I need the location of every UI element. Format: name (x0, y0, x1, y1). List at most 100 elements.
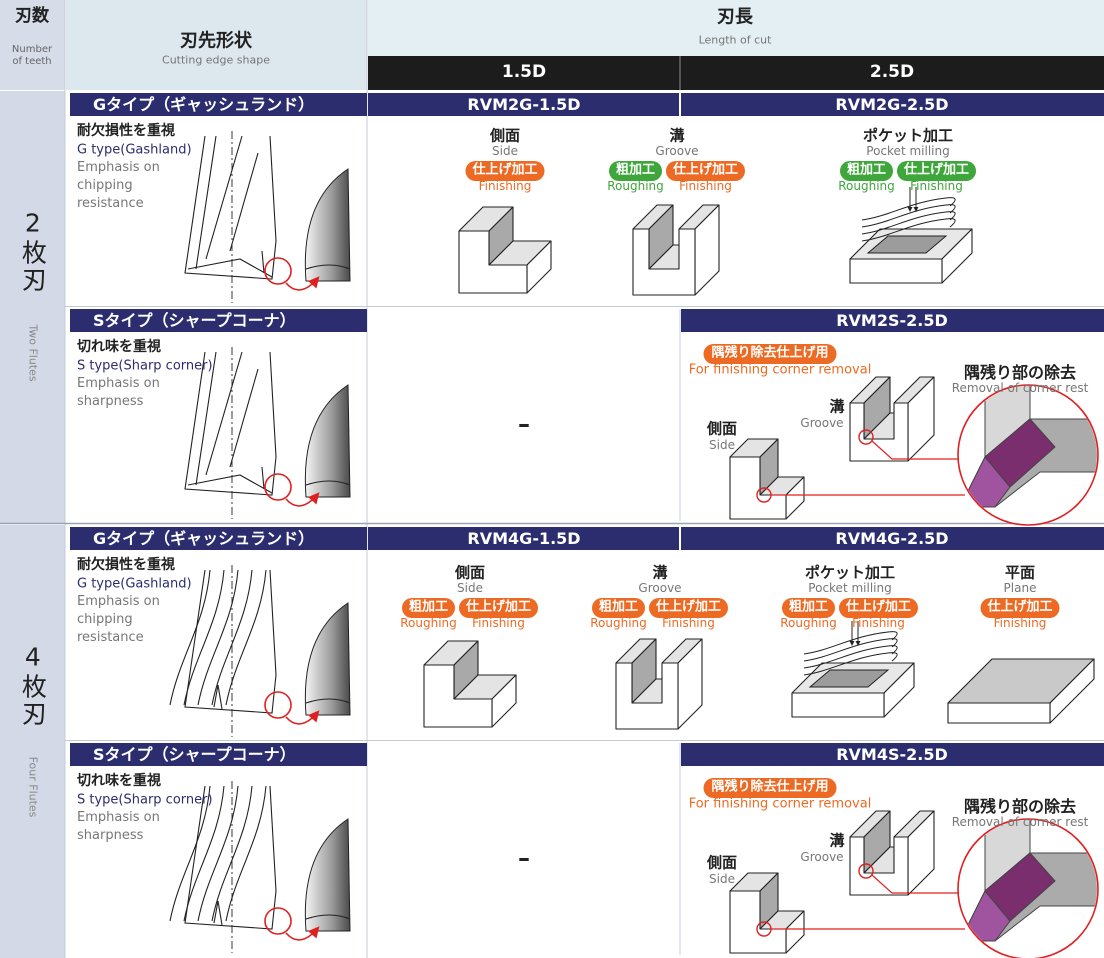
model-bar (681, 527, 1104, 550)
operation-subtitle: Pocket milling (808, 581, 892, 596)
model-name: RVM4S-2.5D (836, 744, 948, 764)
type-label: Gタイプ（ギャッシュランド） (93, 528, 315, 548)
badge-label: Roughing (607, 179, 664, 194)
flute (261, 466, 265, 490)
flute (169, 785, 211, 922)
header-cell (66, 0, 367, 90)
detail-arrow (285, 276, 320, 291)
badge (459, 598, 538, 618)
operation-title: 溝 (669, 126, 685, 145)
operation-title: 側面 (489, 126, 521, 145)
operation-title: 溝 (829, 397, 845, 416)
operation-subtitle: Pocket milling (866, 144, 950, 159)
removal-title: 隅残り部の除去 (963, 362, 1077, 382)
flute (195, 135, 217, 270)
detail-arrow (285, 492, 320, 507)
badge-text: 粗加工 (788, 599, 829, 615)
type-label: Sタイプ（シャープコーナ） (93, 744, 296, 764)
length-header-bar (368, 56, 1104, 90)
endmill-outline (184, 785, 277, 930)
model-name: RVM2S-2.5D (836, 310, 948, 330)
workpiece (632, 204, 720, 296)
badge-label: Finishing (472, 616, 525, 631)
workpiece-face (615, 662, 679, 730)
badge (465, 161, 545, 181)
workpiece-face (632, 228, 696, 296)
type-bar (70, 309, 367, 332)
endmill-outline (184, 351, 277, 496)
tip-detail-line (305, 698, 351, 704)
flute (213, 900, 223, 926)
badge-text: 仕上げ加工 (845, 599, 912, 615)
flutes-cell (0, 91, 65, 523)
type-bar (70, 527, 367, 550)
flute (183, 569, 225, 706)
badge (649, 598, 728, 618)
tool-path (861, 204, 956, 228)
badge-label: Roughing (838, 179, 895, 194)
emphasis-en: Emphasis on sharpness (77, 376, 160, 409)
workpiece-face (849, 402, 909, 462)
badge (666, 161, 745, 181)
model-bar (681, 93, 1104, 116)
operation-title: 溝 (652, 563, 668, 582)
badge (402, 598, 455, 618)
badge (782, 598, 835, 618)
header-subtitle: Cutting edge shape (162, 53, 270, 67)
badge-label: For finishing corner removal (688, 362, 872, 378)
workpiece-face (791, 692, 885, 718)
model-bar (368, 527, 679, 550)
tool-path (861, 211, 956, 235)
detail-arrow (285, 926, 320, 941)
tool-path (803, 638, 898, 662)
tool-path (803, 631, 898, 655)
flute (225, 569, 267, 706)
workpiece (849, 810, 935, 896)
badge-text: 粗加工 (846, 162, 887, 178)
header-title: 刃先形状 (180, 30, 252, 52)
detail-arrow (285, 710, 320, 725)
model-name: RVM2G-1.5D (467, 94, 581, 114)
model-bar (368, 93, 679, 116)
pocket (808, 669, 890, 688)
model-bar (681, 309, 1104, 332)
operation-subtitle: Groove (638, 581, 682, 596)
tip-detail (304, 818, 351, 932)
emphasis-jp: 切れ味を重視 (77, 772, 161, 789)
corner-detail (959, 820, 1097, 942)
endmill-drawing (169, 565, 277, 737)
header-subtitle: Length of cut (698, 33, 772, 47)
type-bar (70, 93, 367, 116)
flute (187, 258, 273, 278)
badge (840, 161, 893, 181)
badge-text: 隅残り除去仕上げ用 (711, 779, 829, 795)
flute (187, 474, 273, 494)
flute (195, 351, 217, 486)
header-title: 刃数 (15, 6, 49, 27)
workpiece (458, 206, 552, 294)
tip-detail-line (305, 264, 351, 270)
badge-text: 仕上げ加工 (672, 162, 739, 178)
badge-text: 隅残り除去仕上げ用 (711, 345, 829, 361)
emphasis-en: Emphasis on chipping resistance (77, 160, 160, 211)
workpiece (729, 438, 805, 520)
flute (211, 785, 253, 922)
detail-marker (858, 863, 874, 879)
flutes-label-en: Two Flutes (26, 324, 40, 382)
endmill-outline (184, 135, 277, 280)
not-available: – (518, 844, 530, 873)
workpiece (729, 872, 805, 954)
operation-subtitle: Groove (800, 850, 844, 865)
header-cell (368, 0, 1104, 56)
badge-label: Finishing (679, 179, 732, 194)
emphasis-jp: 耐欠損性を重視 (77, 556, 175, 573)
workpiece-face (423, 664, 493, 728)
flute (261, 250, 265, 274)
model-bar (681, 743, 1104, 766)
tool-path (861, 197, 956, 221)
badge-label: Roughing (590, 616, 647, 631)
operation-subtitle: Side (492, 144, 518, 159)
type-label: Sタイプ（シャープコーナ） (93, 310, 296, 330)
operation-subtitle: Groove (655, 144, 699, 159)
detail-marker (858, 429, 874, 445)
